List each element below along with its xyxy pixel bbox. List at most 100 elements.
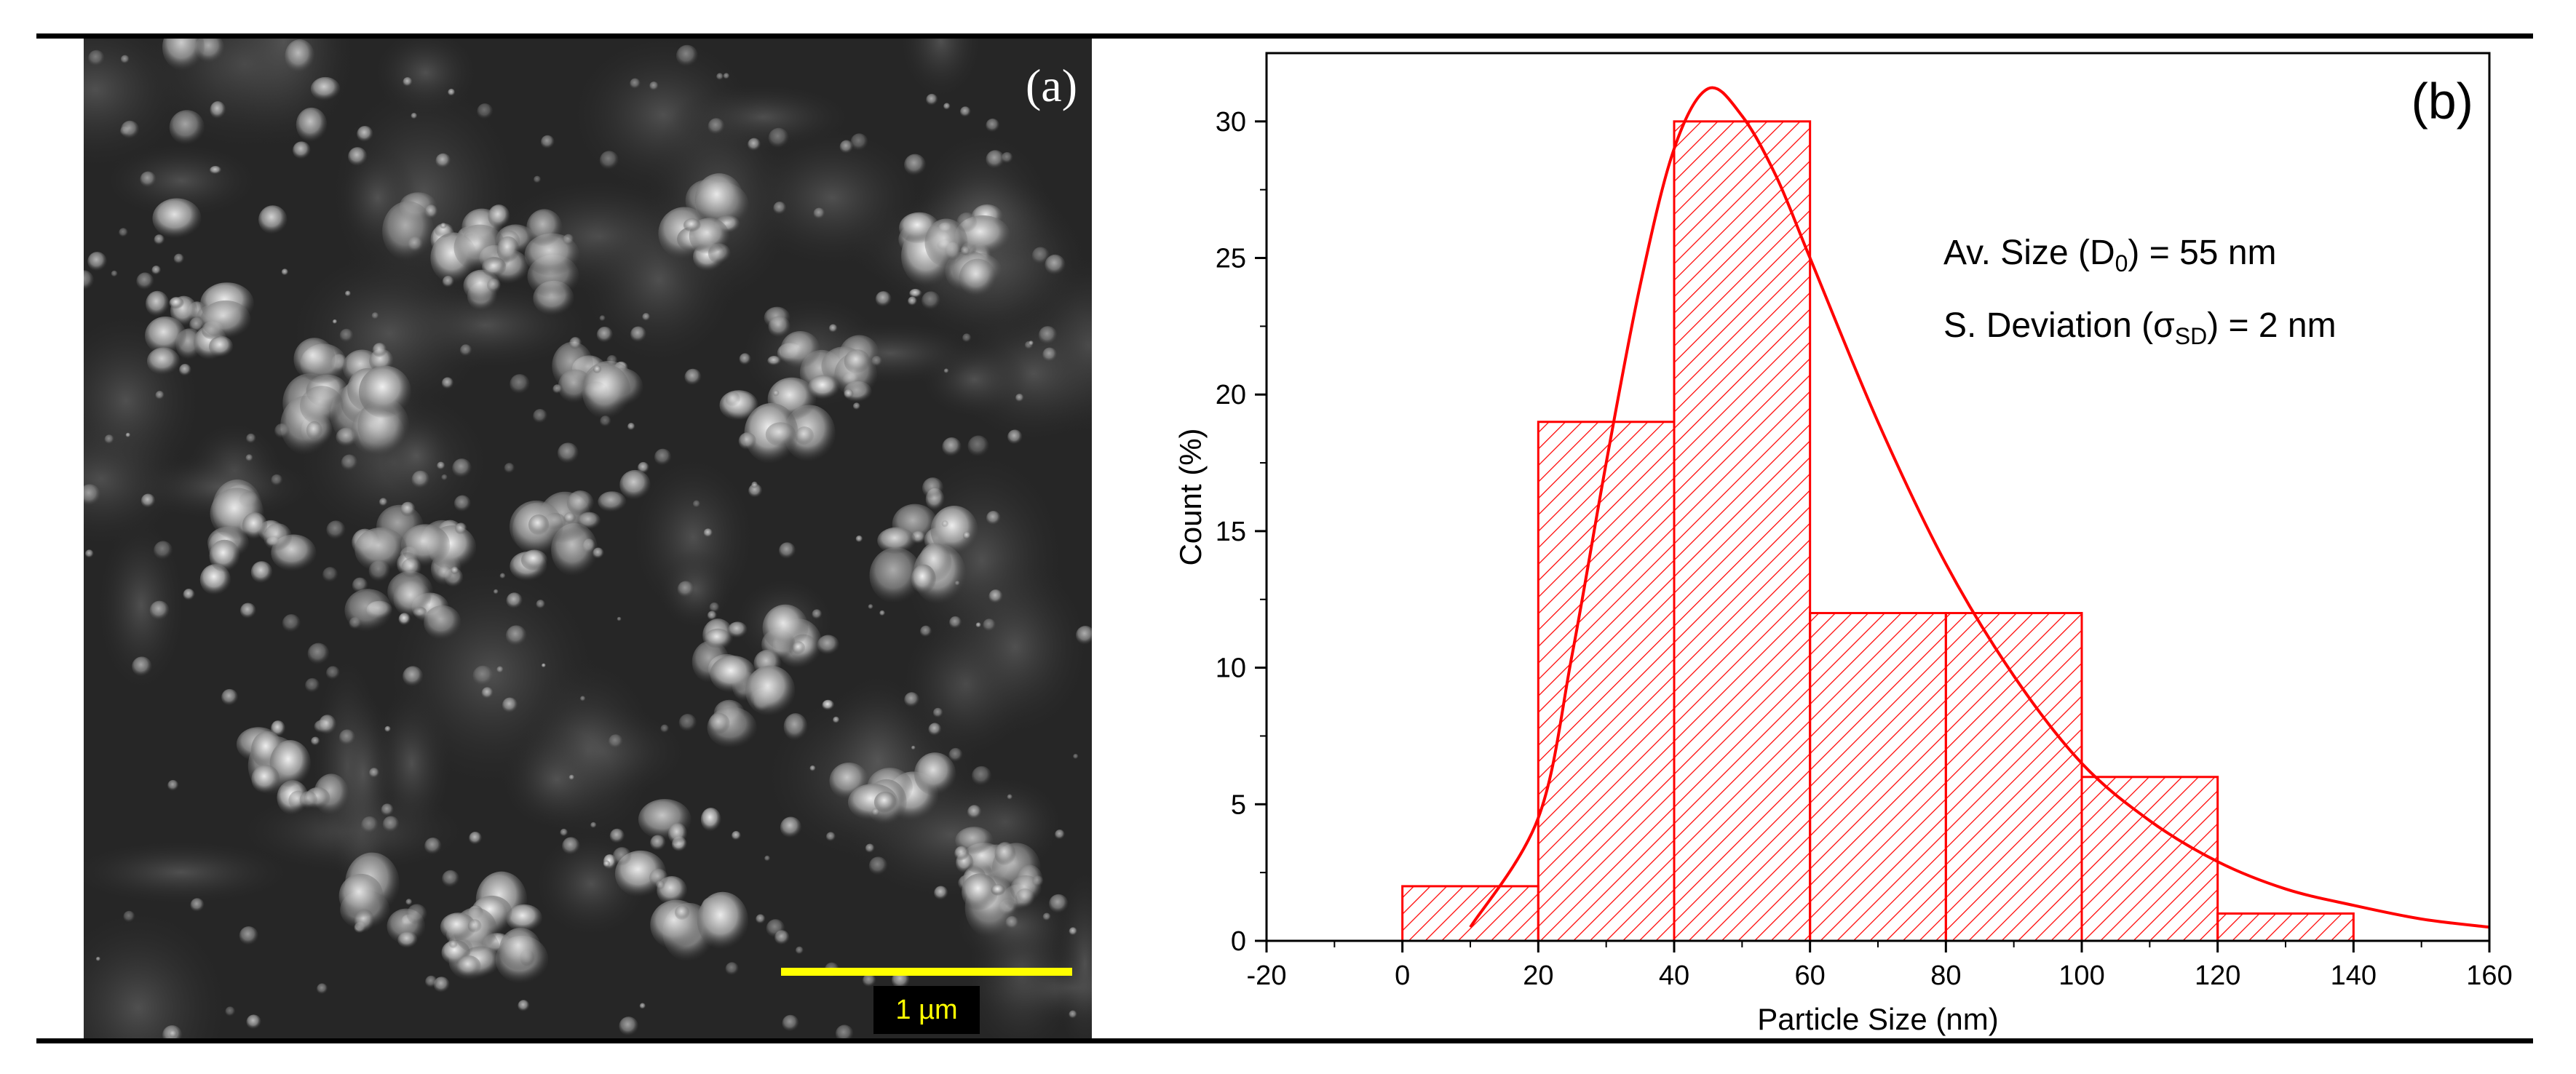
sem-particle-small <box>655 880 665 890</box>
sem-particle <box>242 512 268 540</box>
sem-particle-small <box>675 905 690 920</box>
sem-particle-small <box>246 433 256 444</box>
sem-particle-small <box>756 914 766 924</box>
sem-particle-small <box>477 103 494 119</box>
sem-particle-small <box>835 1025 854 1038</box>
sem-particle <box>563 512 576 524</box>
y-tick-label: 15 <box>1216 517 1246 547</box>
sem-particle <box>296 107 328 143</box>
sem-particle-small <box>381 803 394 816</box>
sem-particle-small <box>534 175 542 183</box>
sem-particle-small <box>875 291 892 307</box>
sem-particle-small <box>467 919 482 934</box>
sem-particle-small <box>1015 393 1024 402</box>
sem-particle-small <box>922 477 944 499</box>
sem-particle <box>338 873 384 918</box>
sem-particle-small <box>986 511 1001 525</box>
sem-particle <box>650 899 702 950</box>
sem-particle <box>162 39 205 71</box>
sem-particle-small <box>725 962 739 976</box>
sem-particle-small <box>911 745 916 750</box>
sem-particle-small <box>120 55 130 64</box>
sem-haze-patch <box>940 557 1090 737</box>
sem-particle-small <box>812 609 823 620</box>
sem-particle-small <box>986 150 1005 169</box>
sem-particle-small <box>809 765 816 772</box>
sem-particle-small <box>1032 875 1044 887</box>
x-tick-label: -20 <box>1247 960 1287 991</box>
sem-particle <box>488 204 510 228</box>
sem-particle <box>598 491 627 512</box>
sem-haze-patch <box>84 907 231 1038</box>
sem-particle-small <box>639 1003 646 1009</box>
sem-particle-small <box>189 317 205 333</box>
sem-particle-small <box>943 368 949 374</box>
sem-particle-small <box>403 76 413 87</box>
sem-particle <box>300 386 344 426</box>
sem-particle-small <box>723 73 730 79</box>
sem-particle-small <box>190 898 205 912</box>
sem-particle-small <box>552 384 563 394</box>
sem-particle-small <box>904 154 927 176</box>
sem-particle-small <box>510 374 530 394</box>
sem-particle <box>683 218 701 232</box>
sem-particle-small <box>922 291 940 311</box>
sem-particle-small <box>1076 625 1092 645</box>
sem-particle <box>765 422 796 447</box>
sem-particle-small <box>563 234 574 245</box>
sem-particle-small <box>738 432 756 450</box>
sem-particle-small <box>612 847 632 866</box>
sem-particle-small <box>795 426 815 445</box>
sem-particle-small <box>954 581 960 586</box>
sem-particle <box>306 421 322 440</box>
sem-particle-small <box>1001 151 1013 164</box>
sem-particle-small <box>960 246 970 256</box>
sem-particle-small <box>368 768 380 779</box>
sem-particle <box>767 355 782 366</box>
sem-particle-small <box>768 127 789 148</box>
sem-particle-small <box>178 364 191 376</box>
lognormal-fit-curve <box>1469 86 2490 929</box>
sem-particle-small <box>959 106 971 117</box>
sem-particle-small <box>119 228 128 237</box>
sem-particle-small <box>562 837 580 855</box>
sem-particle-small <box>751 481 758 488</box>
sem-particle-small <box>533 408 547 423</box>
y-tick-label: 20 <box>1216 380 1246 410</box>
sem-particle <box>169 110 205 146</box>
sem-image <box>84 39 1092 1038</box>
sem-particle-small <box>926 93 938 106</box>
sem-particle-small <box>748 138 761 151</box>
sem-particle <box>877 527 916 554</box>
x-tick-label: 0 <box>1395 960 1410 991</box>
histogram-bars <box>1401 120 2355 942</box>
sem-particle-small <box>868 604 873 610</box>
sem-particle-small <box>630 78 641 90</box>
sem-particle-small <box>239 926 258 945</box>
sem-haze-patch <box>84 840 293 905</box>
histogram-bar-4 <box>1944 612 2083 942</box>
sem-particle-small <box>766 919 785 938</box>
sem-particle <box>382 201 434 261</box>
sem-particle <box>710 656 756 693</box>
sem-particle-small <box>852 402 861 410</box>
sem-particle-small <box>221 688 238 706</box>
sem-particle-small <box>649 81 659 91</box>
sem-particle <box>209 539 240 573</box>
sem-particle <box>739 353 751 365</box>
sem-particle-small <box>225 1006 236 1017</box>
sem-particle-small <box>325 666 340 680</box>
sem-particle <box>780 330 820 369</box>
sem-particle-small <box>599 151 619 170</box>
sem-particle-small <box>1042 912 1051 921</box>
sem-particle-small <box>167 779 179 791</box>
sem-particle <box>440 912 476 942</box>
sem-particle-small <box>868 856 888 875</box>
sem-particle-small <box>627 423 635 431</box>
sem-particle-small <box>1073 753 1079 760</box>
sem-particle-small <box>609 828 625 844</box>
sem-particle <box>456 955 481 977</box>
sem-particle-small <box>132 656 152 677</box>
sem-particle-small <box>630 326 646 343</box>
sem-particle-small <box>536 600 546 609</box>
